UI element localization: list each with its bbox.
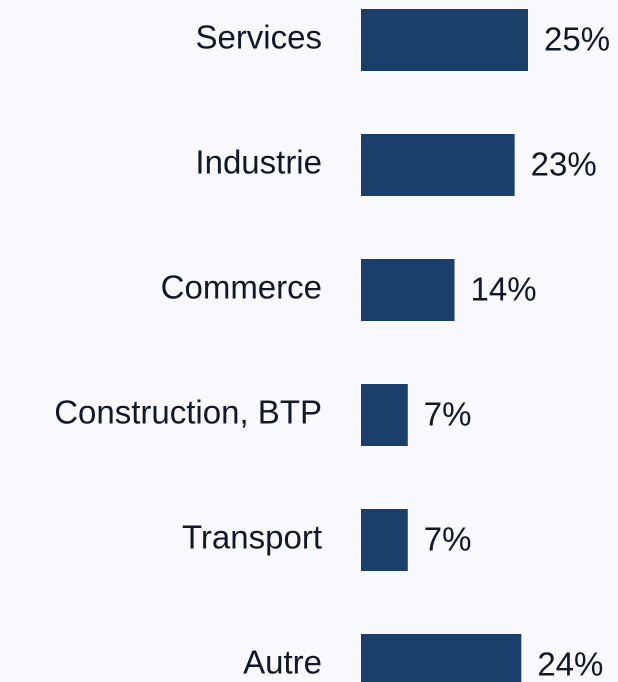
bar: [361, 634, 522, 682]
category-label: Services: [195, 19, 322, 56]
bar: [361, 509, 408, 571]
value-label: 25%: [544, 21, 610, 58]
value-label: 14%: [471, 271, 537, 308]
bar: [361, 259, 455, 321]
category-label: Industrie: [195, 144, 322, 181]
category-label: Transport: [182, 519, 322, 556]
category-label: Commerce: [161, 269, 322, 306]
bar: [361, 134, 515, 196]
category-label: Construction, BTP: [54, 394, 322, 431]
bar: [361, 384, 408, 446]
value-label: 24%: [537, 646, 603, 682]
bar: [361, 9, 528, 71]
value-label: 7%: [424, 521, 472, 558]
value-label: 23%: [531, 146, 597, 183]
value-label: 7%: [424, 396, 472, 433]
category-label: Autre: [243, 644, 322, 681]
